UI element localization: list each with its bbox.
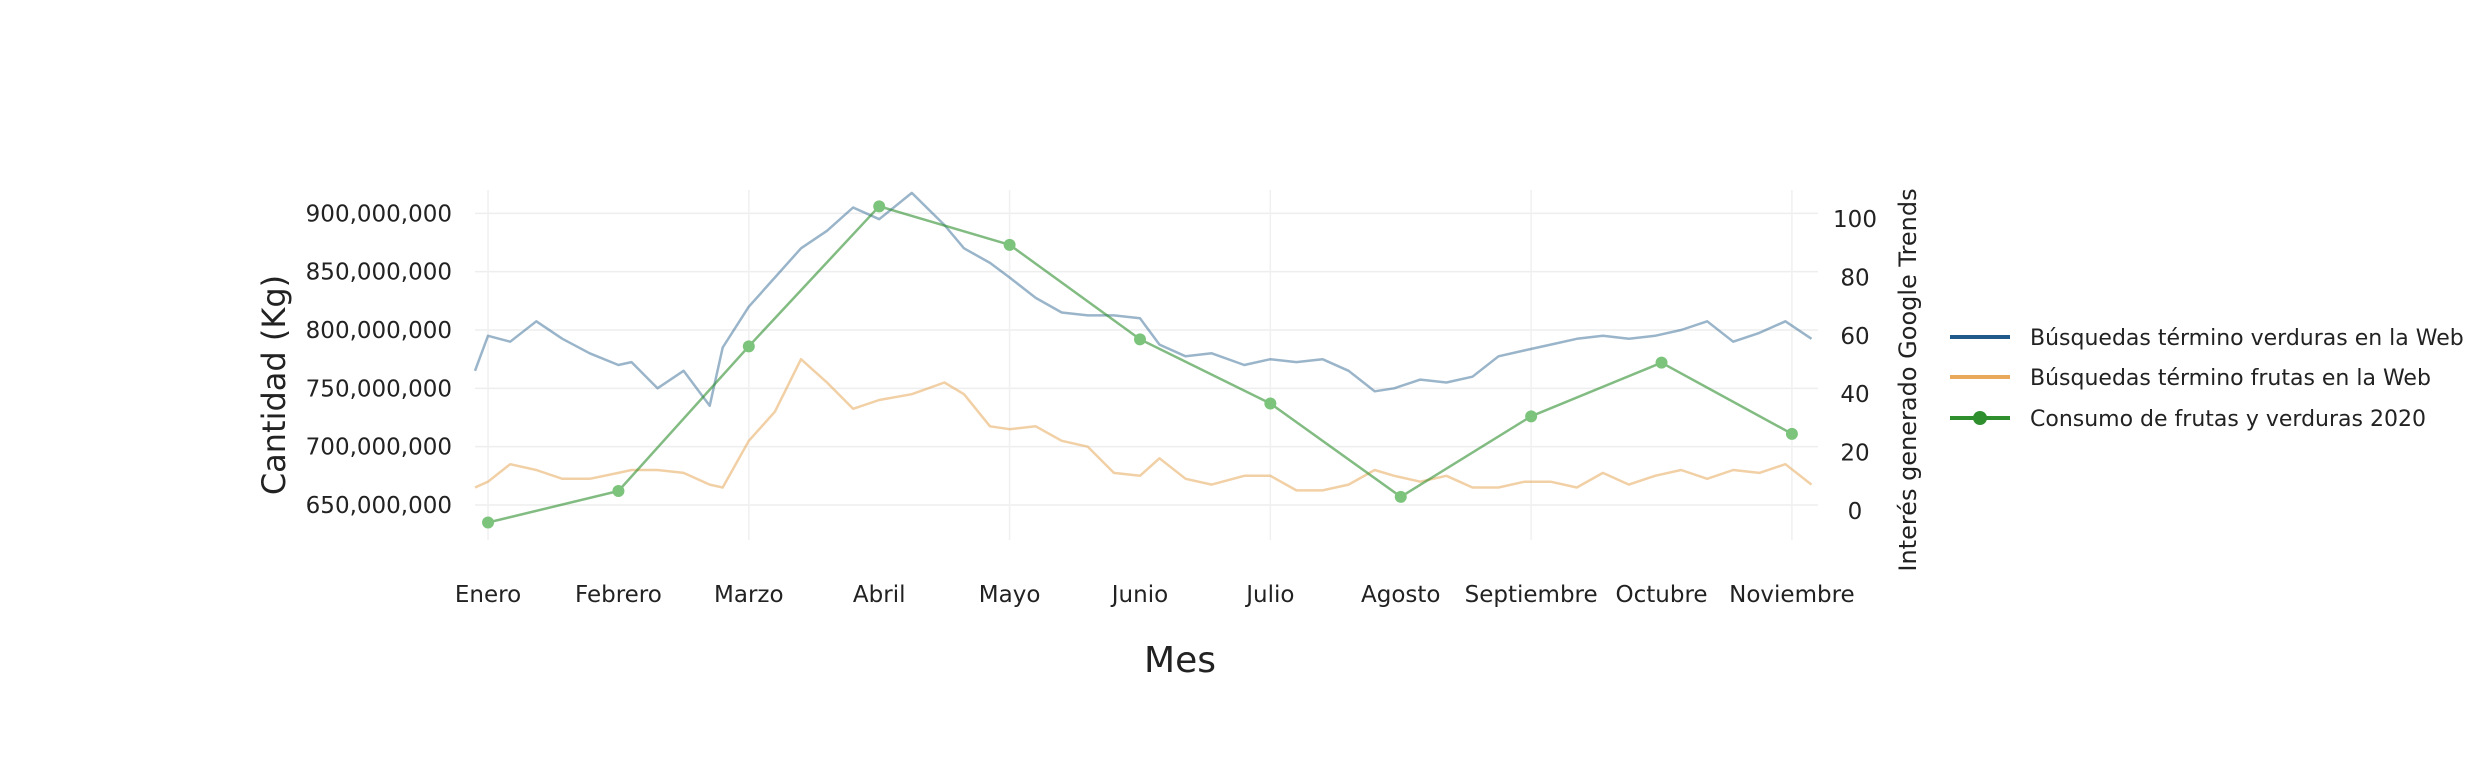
data-point — [1133, 333, 1146, 346]
x-tick-label: Febrero — [575, 582, 662, 608]
y-tick-label: 800,000,000 — [306, 318, 452, 344]
data-point — [742, 340, 755, 353]
y-axis-ticks: 650,000,000 700,000,000 750,000,000 800,000… — [306, 201, 452, 519]
y2-tick-label: 80 — [1840, 266, 1869, 292]
legend-label-frutas: Búsquedas término frutas en la Web — [2030, 366, 2431, 391]
x-tick-label: Septiembre — [1465, 582, 1598, 608]
x-tick-label: Mayo — [979, 582, 1041, 608]
series-line-1 — [474, 357, 1813, 492]
data-point — [612, 485, 625, 497]
y-tick-label: 750,000,000 — [306, 376, 452, 402]
x-tick-label: Agosto — [1361, 582, 1440, 608]
x-tick-label: Enero — [455, 582, 521, 608]
data-point — [1525, 410, 1538, 423]
x-axis-ticks: Enero Febrero Marzo Abril Mayo Junio Julio Agos… — [455, 582, 1855, 608]
x-tick-label: Noviembre — [1729, 582, 1855, 608]
legend-marker-consumo — [1973, 411, 1987, 425]
y-tick-label: 650,000,000 — [306, 493, 452, 519]
data-point — [482, 516, 495, 529]
data-point — [1785, 427, 1798, 440]
x-tick-label: Marzo — [714, 582, 784, 608]
y2-tick-label: 100 — [1833, 207, 1877, 233]
y2-axis-title: Interés generado Google Trends — [1894, 188, 1922, 571]
x-tick-label: Octubre — [1616, 582, 1708, 608]
y-tick-label: 900,000,000 — [306, 201, 452, 227]
y2-tick-label: 0 — [1848, 499, 1863, 525]
x-tick-label: Junio — [1110, 582, 1168, 608]
series-layer — [473, 191, 1813, 529]
legend-label-verduras: Búsquedas término verduras en la Web — [2030, 326, 2464, 351]
x-tick-label: Abril — [853, 582, 906, 608]
y2-tick-label: 20 — [1840, 441, 1869, 467]
grid — [475, 190, 1818, 540]
x-tick-label: Julio — [1244, 582, 1294, 608]
series-line-0 — [473, 191, 1813, 408]
data-point — [1394, 490, 1407, 503]
legend-label-consumo: Consumo de frutas y verduras 2020 — [2030, 407, 2426, 432]
y-tick-label: 700,000,000 — [306, 435, 452, 461]
y2-tick-label: 40 — [1840, 382, 1869, 408]
legend: Búsquedas término verduras en la Web Bús… — [1950, 326, 2464, 432]
x-axis-title: Mes — [1144, 640, 1216, 681]
data-point — [873, 200, 886, 213]
data-point — [1003, 238, 1016, 251]
data-point — [1264, 397, 1277, 410]
y2-axis-ticks: 0 20 40 60 80 100 — [1833, 207, 1877, 525]
data-point — [1655, 356, 1668, 369]
y2-tick-label: 60 — [1840, 324, 1869, 350]
y-tick-label: 850,000,000 — [306, 260, 452, 286]
y-axis-title: Cantidad (Kg) — [255, 275, 293, 495]
